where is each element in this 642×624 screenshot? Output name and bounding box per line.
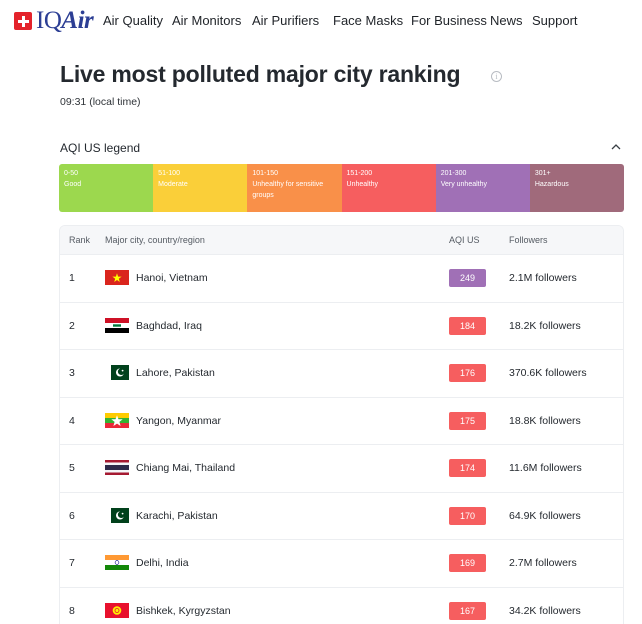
table-row[interactable]: 6 Karachi, Pakistan 170 64.9K followers <box>60 491 623 540</box>
swiss-flag-icon <box>14 12 32 30</box>
top-navigation: IQAir Air Quality Air Monitors Air Purif… <box>0 0 642 42</box>
legend-title: AQI US legend <box>60 141 141 155</box>
rank-cell: 4 <box>69 414 75 427</box>
myanmar-flag-icon <box>105 412 129 428</box>
table-row[interactable]: 2 Baghdad, Iraq 184 18.2K followers <box>60 301 623 350</box>
legend-segment-very-unhealthy: 201-300 Very unhealthy <box>435 164 530 212</box>
iqair-logo[interactable]: IQAir <box>14 7 94 34</box>
table-row[interactable]: 7 Delhi, India 169 2.7M followers <box>60 539 623 587</box>
followers-count: 370.6K followers <box>509 367 587 379</box>
legend-range: 101-150 <box>252 170 279 177</box>
aqi-badge: 170 <box>449 506 486 525</box>
aqi-badge: 169 <box>449 554 486 572</box>
legend-range: 301+ <box>534 170 551 177</box>
rank-cell: 3 <box>69 367 75 379</box>
iraq-flag-icon <box>105 317 129 333</box>
legend-range: 0-50 <box>64 170 79 177</box>
page-title: Live most polluted major city ranking <box>60 61 461 87</box>
legend-range: 201-300 <box>440 170 467 177</box>
aqi-legend-bar: 0-50 Good 51-100 Moderate 101-150 Unheal… <box>59 164 624 212</box>
header-aqi: AQI US <box>449 235 480 245</box>
table-row[interactable]: 5 Chiang Mai, Thailand 174 11.6M followe… <box>60 444 623 492</box>
pakistan-flag-icon <box>105 507 129 523</box>
aqi-badge: 184 <box>449 316 486 335</box>
rank-cell: 2 <box>69 319 75 332</box>
brand-wordmark: IQAir <box>36 7 94 34</box>
followers-count: 18.2K followers <box>509 319 581 332</box>
table-header: Rank Major city, country/region AQI US F… <box>60 226 623 254</box>
city-name[interactable]: Lahore, Pakistan <box>136 367 215 379</box>
nav-news[interactable]: News <box>490 13 523 28</box>
chevron-up-icon[interactable] <box>609 142 623 152</box>
nav-air-monitors[interactable]: Air Monitors <box>172 13 242 28</box>
table-row[interactable]: 4 Yangon, Myanmar 175 18.8K followers <box>60 396 623 445</box>
thailand-flag-icon <box>105 460 129 475</box>
city-name[interactable]: Bishkek, Kyrgyzstan <box>136 604 231 617</box>
aqi-badge: 176 <box>449 364 486 382</box>
followers-count: 11.6M followers <box>509 462 582 474</box>
rank-cell: 6 <box>69 509 75 522</box>
table-row[interactable]: 8 Bishkek, Kyrgyzstan 167 34.2K follower… <box>60 586 623 624</box>
local-time: 09:31 (local time) <box>60 96 141 108</box>
info-icon[interactable]: i <box>491 71 502 82</box>
kyrgyzstan-flag-icon <box>105 602 129 618</box>
city-ranking-table: Rank Major city, country/region AQI US F… <box>59 225 624 624</box>
legend-segment-hazardous: 301+ Hazardous <box>529 164 624 212</box>
aqi-badge: 175 <box>449 411 486 430</box>
city-name[interactable]: Karachi, Pakistan <box>136 509 218 522</box>
aqi-badge: 167 <box>449 601 486 620</box>
rank-cell: 7 <box>69 557 75 569</box>
city-name[interactable]: Baghdad, Iraq <box>136 319 202 332</box>
pakistan-flag-icon <box>105 365 129 380</box>
city-name[interactable]: Chiang Mai, Thailand <box>136 462 236 474</box>
followers-count: 2.1M followers <box>509 272 577 284</box>
nav-air-quality[interactable]: Air Quality <box>103 13 163 28</box>
header-city: Major city, country/region <box>105 235 205 245</box>
nav-support[interactable]: Support <box>532 13 578 28</box>
followers-count: 2.7M followers <box>509 557 577 569</box>
legend-label: Moderate <box>158 181 188 188</box>
followers-count: 64.9K followers <box>509 509 581 522</box>
rank-cell: 5 <box>69 462 75 474</box>
legend-segment-unhealthy-sensitive: 101-150 Unhealthy for sensitive groups <box>247 164 342 212</box>
legend-label: Very unhealthy <box>440 181 487 188</box>
header-followers: Followers <box>509 235 548 245</box>
followers-count: 18.8K followers <box>509 414 581 427</box>
rank-cell: 8 <box>69 604 75 617</box>
legend-label: Unhealthy <box>346 181 379 188</box>
legend-label: Hazardous <box>534 181 569 188</box>
nav-for-business[interactable]: For Business <box>411 13 487 28</box>
city-name[interactable]: Hanoi, Vietnam <box>136 272 208 284</box>
legend-label: Unhealthy for sensitive groups <box>252 181 324 199</box>
aqi-badge: 249 <box>449 269 486 287</box>
nav-face-masks[interactable]: Face Masks <box>333 13 404 28</box>
legend-segment-good: 0-50 Good <box>59 164 154 212</box>
rank-cell: 1 <box>69 272 75 284</box>
header-rank: Rank <box>69 235 91 245</box>
table-row[interactable]: 1 Hanoi, Vietnam 249 2.1M followers <box>60 254 623 302</box>
nav-air-purifiers[interactable]: Air Purifiers <box>252 13 320 28</box>
city-name[interactable]: Delhi, India <box>136 557 189 569</box>
table-row[interactable]: 3 Lahore, Pakistan 176 370.6K followers <box>60 349 623 397</box>
followers-count: 34.2K followers <box>509 604 581 617</box>
legend-segment-moderate: 51-100 Moderate <box>153 164 248 212</box>
city-name[interactable]: Yangon, Myanmar <box>136 414 222 427</box>
legend-label: Good <box>64 181 82 188</box>
vietnam-flag-icon <box>105 270 129 285</box>
legend-range: 151-200 <box>346 170 373 177</box>
legend-segment-unhealthy: 151-200 Unhealthy <box>341 164 436 212</box>
india-flag-icon <box>105 555 129 570</box>
aqi-badge: 174 <box>449 459 486 477</box>
legend-range: 51-100 <box>158 170 180 177</box>
